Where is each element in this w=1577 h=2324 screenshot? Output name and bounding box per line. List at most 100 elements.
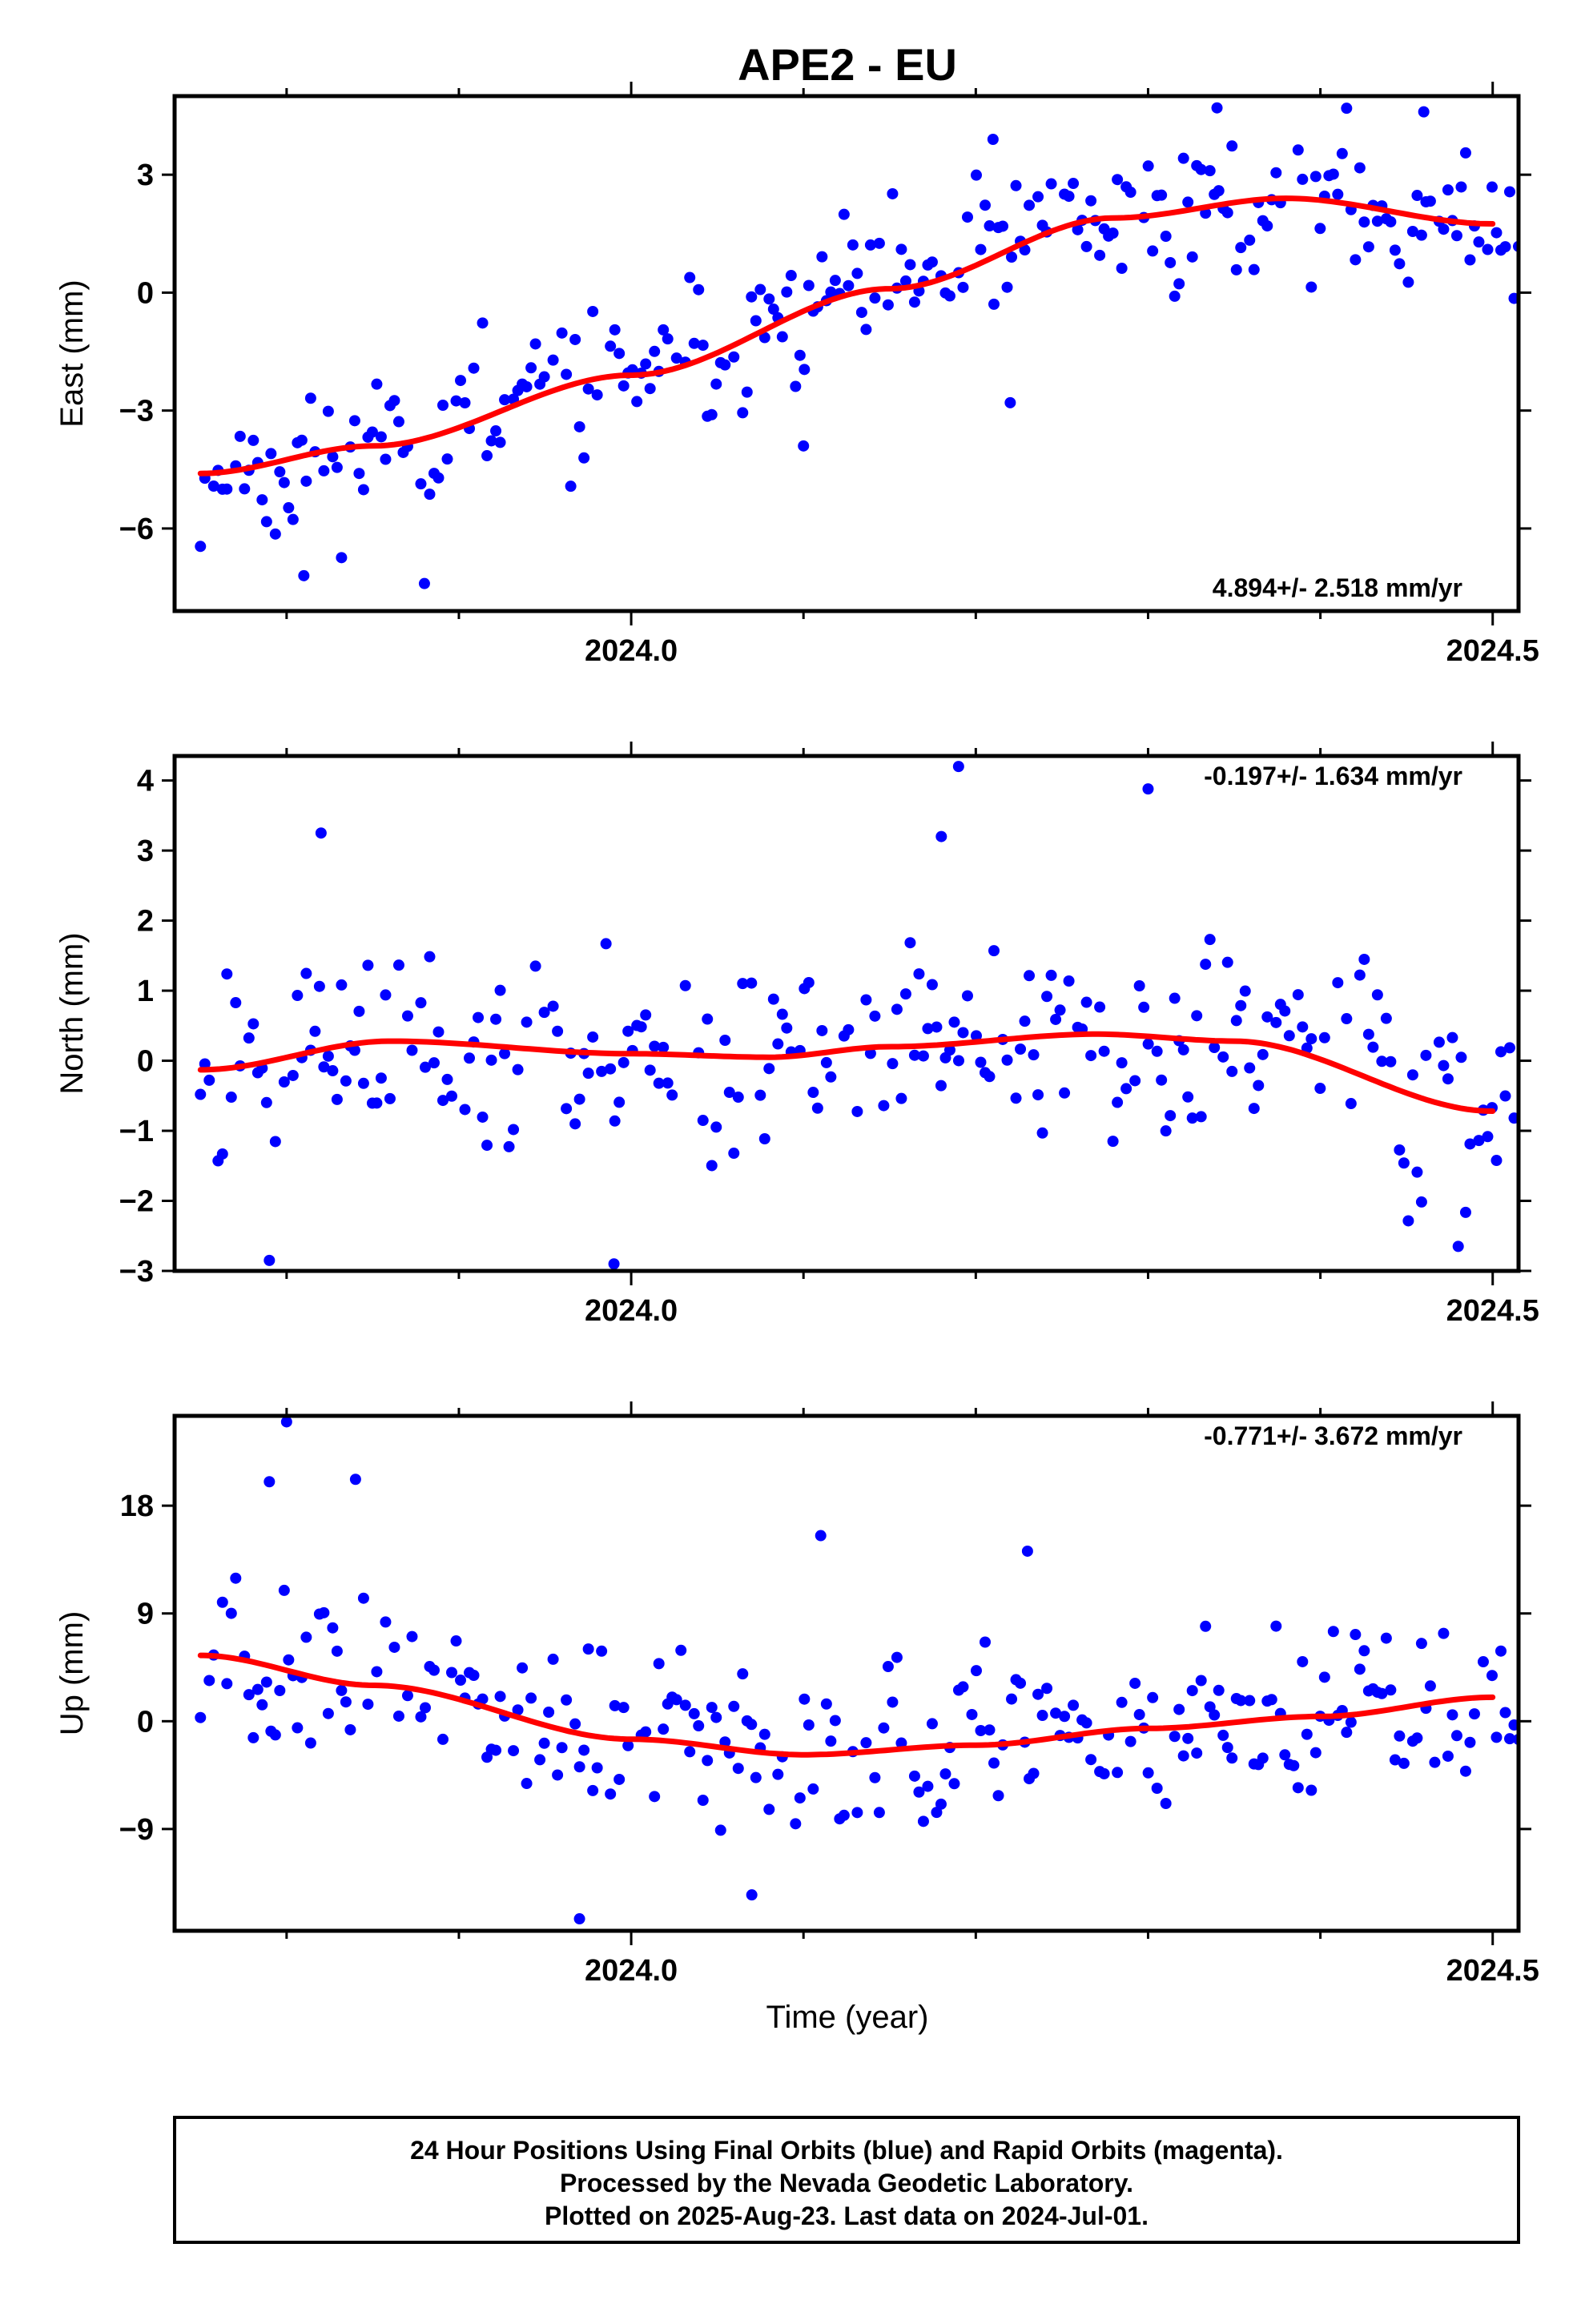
north-data-point [1261, 1011, 1273, 1023]
east-data-point [1182, 196, 1194, 208]
up-data-point [1491, 1731, 1503, 1743]
east-data-point [529, 338, 541, 350]
up-data-point [1385, 1684, 1397, 1696]
east-data-point [631, 396, 643, 408]
north-data-point [521, 1016, 533, 1028]
footer-line-3: Plotted on 2025-Aug-23. Last data on 202… [545, 2201, 1149, 2230]
up-data-point [1499, 1707, 1511, 1719]
north-data-point [723, 1087, 735, 1099]
up-data-point [371, 1666, 383, 1678]
up-data-point [547, 1653, 559, 1665]
east-data-point [1486, 181, 1498, 193]
east-data-point [388, 395, 400, 407]
east-data-point [1072, 223, 1084, 235]
east-data-point [1508, 292, 1519, 304]
east-data-point [855, 307, 867, 319]
up-data-point [728, 1700, 740, 1712]
east-data-point [882, 299, 894, 311]
north-data-point [1305, 1033, 1318, 1045]
north-data-point [1177, 1043, 1189, 1055]
north-data-point [503, 1140, 515, 1152]
east-data-point [283, 502, 295, 514]
north-data-point [485, 1054, 497, 1066]
up-data-point [203, 1675, 215, 1687]
east-data-point [322, 405, 334, 417]
north-data-point [1107, 1136, 1119, 1148]
up-data-point [561, 1694, 573, 1706]
north-data-point [904, 937, 916, 949]
east-data-point [1080, 240, 1092, 252]
east-data-point [851, 267, 863, 279]
up-data-point [1429, 1756, 1441, 1768]
east-x-tick-label: 2024.0 [585, 634, 678, 668]
north-data-point [243, 1032, 255, 1044]
east-panel: 2024.0 2024.5 −6 −3 0 3 East (mm) 4.894+/- 2.51… [54, 82, 1539, 668]
north-data-point [499, 1047, 511, 1059]
north-data-point [649, 1040, 661, 1052]
up-data-point [807, 1783, 819, 1795]
up-data-point [344, 1723, 356, 1735]
east-data-point [1211, 102, 1223, 114]
up-data-point [1508, 1719, 1519, 1731]
north-data-point [1010, 1092, 1022, 1104]
up-data-point [195, 1711, 207, 1723]
north-data-point [816, 1024, 828, 1036]
east-data-point [710, 378, 722, 390]
up-data-point [1477, 1656, 1489, 1668]
north-data-point [195, 1088, 207, 1100]
north-data-point [446, 1090, 458, 1102]
up-data-point [300, 1631, 312, 1643]
up-data-point [670, 1694, 682, 1706]
up-data-point [970, 1665, 982, 1677]
east-data-point [336, 552, 348, 564]
north-data-point [287, 1069, 299, 1081]
up-data-point [517, 1662, 529, 1674]
north-data-point [1169, 992, 1181, 1004]
north-data-point [1380, 1012, 1392, 1024]
east-data-point [609, 324, 621, 336]
north-data-point [587, 1031, 599, 1043]
up-data-point [869, 1771, 881, 1783]
east-data-point [614, 348, 626, 360]
north-data-point [908, 1049, 920, 1061]
east-data-point [1142, 160, 1154, 172]
east-data-point [436, 400, 449, 412]
up-data-point [508, 1745, 520, 1757]
up-data-point [446, 1667, 458, 1679]
east-data-point [371, 378, 383, 390]
north-data-point [1050, 1013, 1062, 1025]
east-data-point [1147, 245, 1159, 257]
east-data-point [1160, 231, 1172, 243]
east-data-point [825, 286, 837, 298]
up-data-point [992, 1790, 1004, 1802]
up-data-point [640, 1726, 652, 1738]
up-data-point [569, 1718, 581, 1730]
north-data-point [292, 990, 304, 1002]
east-data-point [1213, 185, 1225, 197]
east-data-point [895, 243, 907, 255]
up-data-point [1085, 1754, 1097, 1766]
east-data-point [195, 541, 207, 553]
east-data-point [296, 434, 308, 446]
north-data-point [719, 1034, 731, 1046]
up-data-point [1182, 1732, 1194, 1744]
east-data-point [468, 362, 480, 374]
east-data-point [300, 475, 312, 487]
north-data-point [1221, 956, 1233, 968]
up-data-point [525, 1692, 537, 1704]
up-data-point [587, 1784, 599, 1796]
up-data-point [1028, 1767, 1040, 1779]
up-data-point [490, 1744, 502, 1756]
north-y-tick-label: 2 [137, 905, 154, 939]
up-data-point [1116, 1696, 1128, 1708]
north-data-point [635, 1021, 647, 1033]
up-data-point [966, 1708, 978, 1720]
up-data-point [552, 1769, 564, 1781]
up-data-point [596, 1645, 608, 1657]
north-y-tick-label: 3 [137, 834, 154, 868]
east-data-point [843, 279, 855, 292]
footer-line-1: 24 Hour Positions Using Final Orbits (bl… [410, 2136, 1283, 2165]
up-data-point [455, 1675, 467, 1687]
north-data-point [1438, 1059, 1450, 1072]
north-data-point [807, 1087, 819, 1099]
